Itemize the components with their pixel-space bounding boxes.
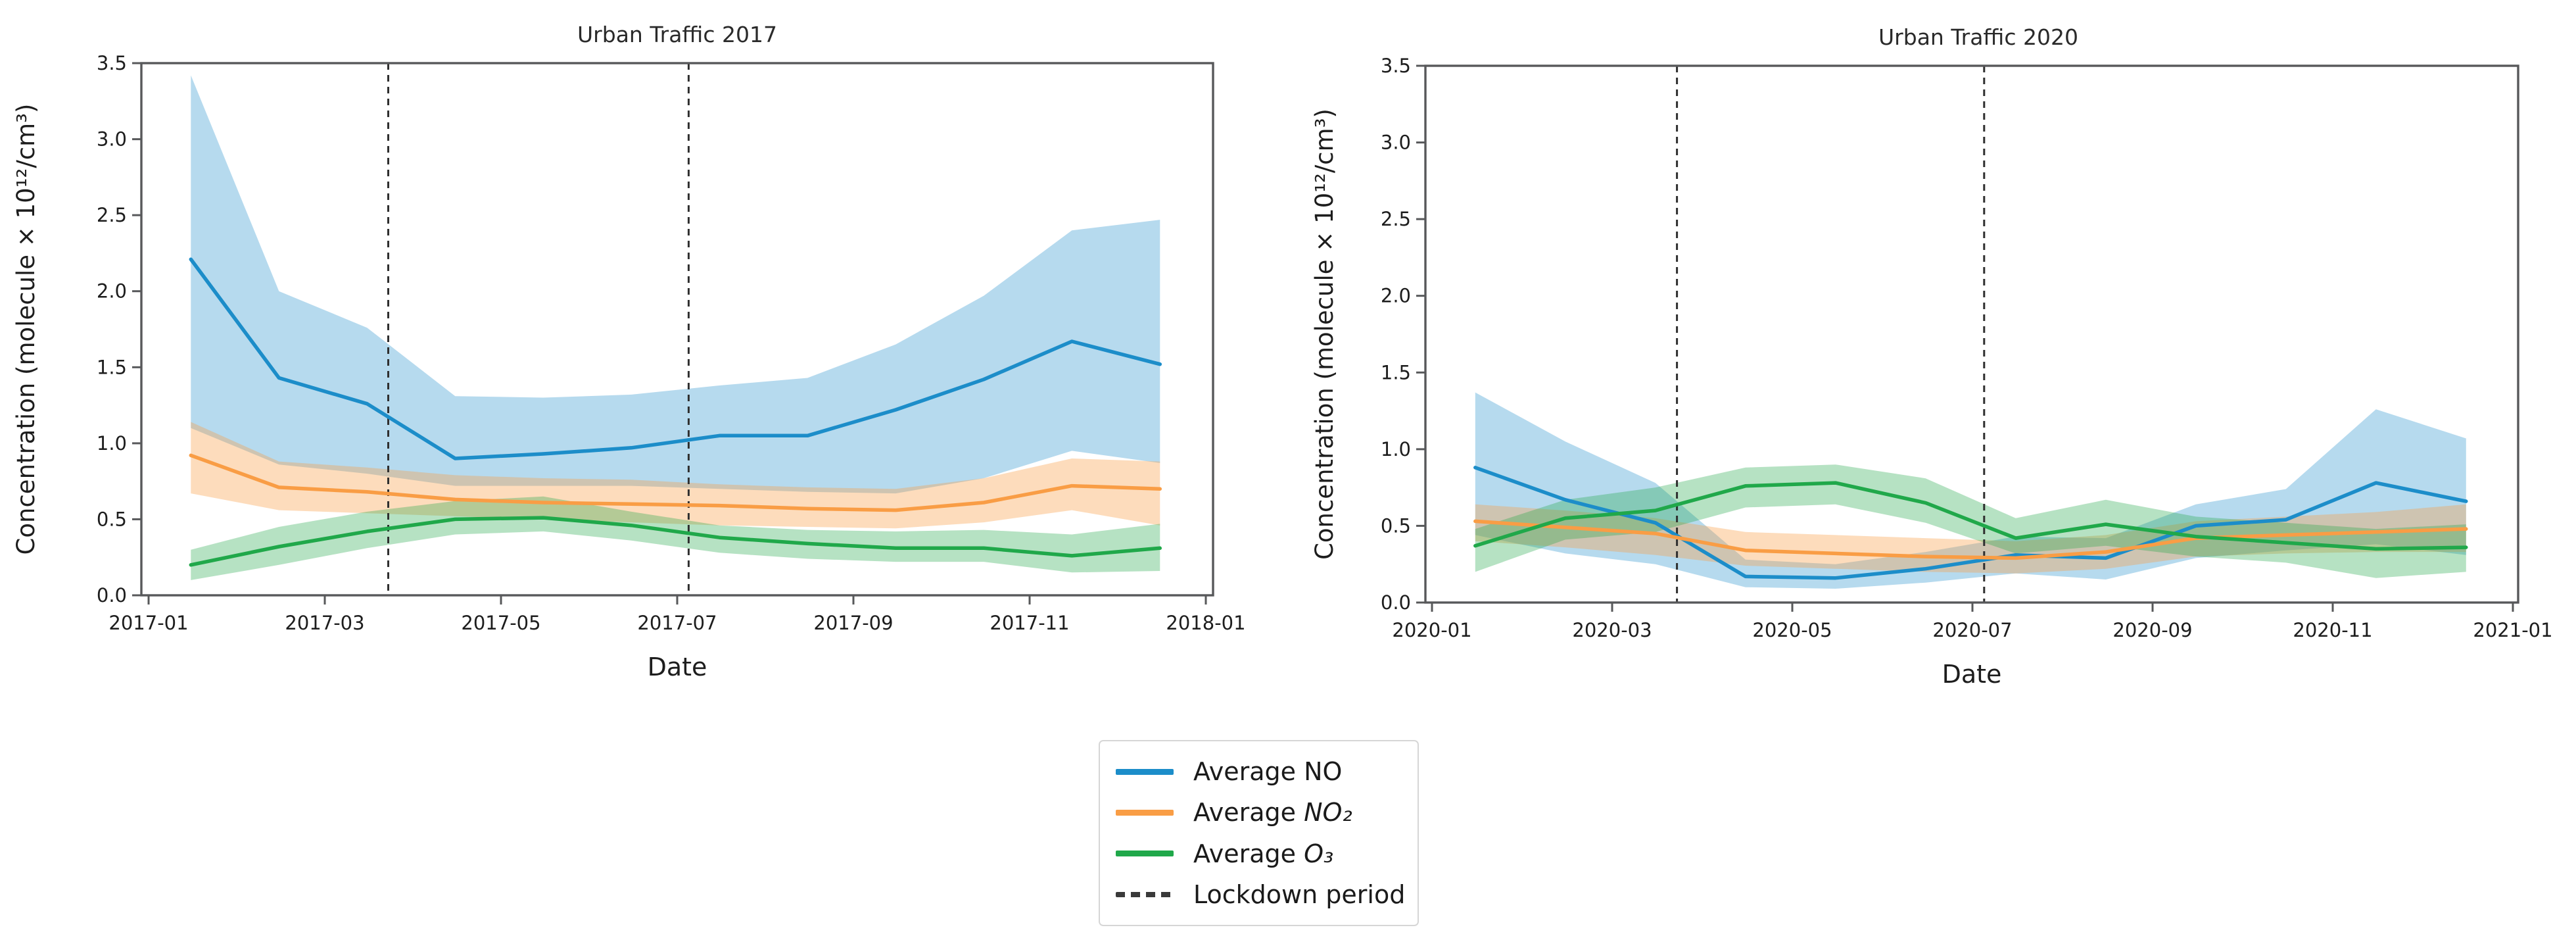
series-line-average-no <box>1473 466 2468 580</box>
legend-line-swatch-no-icon <box>1116 768 1174 775</box>
legend-label-prefix: Lockdown period <box>1193 879 1406 909</box>
legend-label-prefix: Average <box>1193 839 1304 868</box>
x-tick-label: 2021-01 <box>2473 619 2552 641</box>
x-tick-label: 2020-03 <box>1572 619 1652 641</box>
x-tick-label: 2020-09 <box>2112 619 2192 641</box>
x-tick-label: 2017-05 <box>461 612 540 634</box>
legend-label-average-no: Average NO <box>1193 757 1342 786</box>
confidence-band-average-no <box>191 422 1160 529</box>
x-tick-label: 2017-01 <box>108 612 188 634</box>
y-tick-label: 2.5 <box>1381 208 1411 230</box>
legend-item-average-no2: Average NO₂ <box>1116 798 1402 827</box>
y-tick-label: 2.0 <box>97 280 127 303</box>
x-tick-label: 2017-07 <box>637 612 717 634</box>
legend-line-swatch-o3-icon <box>1116 851 1174 857</box>
y-tick-label: 2.5 <box>97 204 127 226</box>
x-tick-label: 2017-11 <box>990 612 1069 634</box>
chart-title: Urban Traffic 2020 <box>1878 24 2078 50</box>
legend-label-average-o3: Average O₃ <box>1193 839 1333 868</box>
x-tick-label: 2018-01 <box>1166 612 1245 634</box>
y-tick-label: 3.5 <box>1381 55 1411 77</box>
y-tick-label: 1.5 <box>1381 361 1411 383</box>
series-line-average-o <box>189 516 1162 567</box>
series-line-average-no <box>189 257 1162 460</box>
legend-label-formula: NO <box>1304 757 1343 787</box>
legend-item-lockdown-period: Lockdown period <box>1116 880 1405 909</box>
y-tick-label: 0.0 <box>1381 591 1411 614</box>
chart-title: Urban Traffic 2017 <box>577 22 777 47</box>
x-axis-label: Date <box>648 653 707 681</box>
series-line-average-no <box>189 453 1162 512</box>
legend-label-formula: O₃ <box>1304 839 1334 868</box>
confidence-band-average-o <box>191 496 1160 580</box>
legend-label-formula: NO₂ <box>1304 798 1352 827</box>
y-axis-label: Concentration (molecule × 10¹²/cm³) <box>1310 109 1339 560</box>
y-tick-label: 0.5 <box>97 508 127 530</box>
chart-urban-traffic-2017: 2017-01 2017-03 2017-05 2017-07 2017-09 2017-… <box>12 22 1246 681</box>
y-tick-label: 1.0 <box>1381 438 1411 460</box>
x-tick-label: 2020-05 <box>1752 619 1832 641</box>
legend-item-average-no: Average NO <box>1116 757 1402 786</box>
legend: Average NO Average NO₂ Average O₃ Lockdo… <box>1099 740 1419 926</box>
legend-item-average-o3: Average O₃ <box>1116 839 1402 868</box>
x-tick-label: 2017-09 <box>813 612 893 634</box>
series-line-average-no <box>1473 519 2468 560</box>
legend-label-prefix: Average <box>1193 757 1304 787</box>
x-tick-label: 2020-01 <box>1392 619 1471 641</box>
legend-label-average-no2: Average NO₂ <box>1193 798 1352 827</box>
y-tick-label: 3.5 <box>97 52 127 74</box>
x-tick-label: 2020-07 <box>1932 619 2012 641</box>
y-tick-label: 1.0 <box>97 432 127 455</box>
y-axis-label: Concentration (molecule × 10¹²/cm³) <box>12 104 40 555</box>
confidence-band-average-no <box>191 75 1160 494</box>
y-tick-label: 1.5 <box>97 356 127 378</box>
chart-urban-traffic-2020: 2020-01 2020-03 2020-05 2020-07 2020-09 2020-… <box>1310 24 2553 689</box>
legend-line-swatch-no2-icon <box>1116 809 1174 816</box>
y-tick-label: 3.0 <box>1381 132 1411 154</box>
x-tick-label: 2017-03 <box>285 612 364 634</box>
legend-dash-swatch-lockdown-icon <box>1116 891 1174 897</box>
x-axis-label: Date <box>1942 660 2002 689</box>
confidence-band-average-no <box>1475 504 2466 574</box>
x-tick-label: 2020-11 <box>2293 619 2372 641</box>
y-tick-label: 3.0 <box>97 128 127 151</box>
legend-label-lockdown-period: Lockdown period <box>1193 880 1405 909</box>
y-tick-label: 2.0 <box>1381 285 1411 307</box>
y-tick-label: 0.5 <box>1381 514 1411 537</box>
series-line-average-o <box>1473 481 2468 551</box>
y-tick-label: 0.0 <box>97 584 127 606</box>
legend-label-prefix: Average <box>1193 798 1304 827</box>
